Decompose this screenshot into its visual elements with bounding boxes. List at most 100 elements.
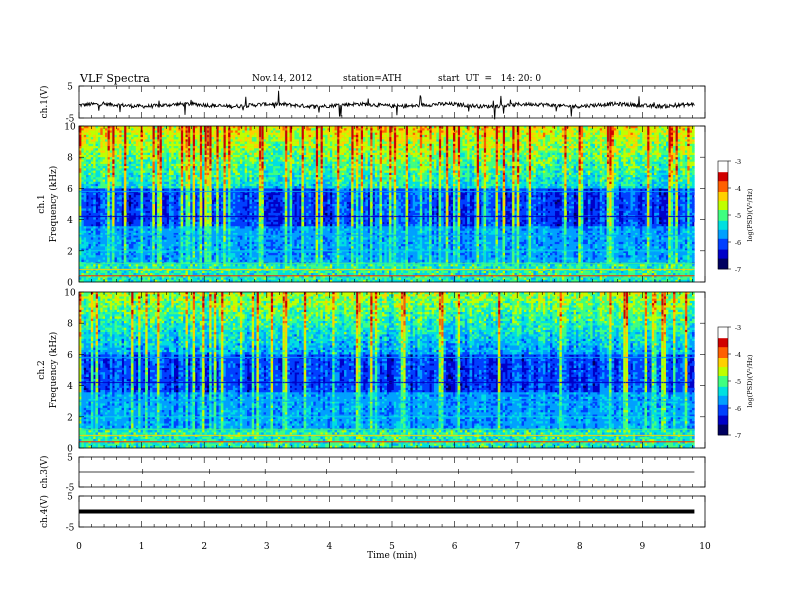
ch1-spectrogram-cell	[649, 126, 653, 129]
ch1-spectrogram-cell	[637, 157, 641, 160]
ch1-spectrogram-cell	[365, 154, 369, 158]
ch1-spectrogram-cell	[237, 148, 241, 151]
ch1-spectrogram-cell	[123, 132, 127, 136]
ch1-spectrogram-cell	[142, 126, 146, 129]
ch1-spectrogram-cell	[336, 148, 340, 151]
ch1-spectrogram-cell	[107, 126, 111, 129]
ch1-spectrogram-cell	[424, 146, 428, 149]
ch1-spectrogram-cell	[514, 126, 518, 129]
ch1-spectrogram-cell	[557, 143, 560, 147]
ch1-spectrogram-cell	[516, 150, 520, 154]
ch1-spectrogram-cell	[109, 166, 113, 169]
ch1-spectrogram-cell	[258, 139, 262, 142]
ch1-spectrogram-cell	[83, 134, 87, 138]
ch1-spectrogram-cell	[460, 139, 463, 142]
ch1-spectrogram-cell	[426, 157, 430, 160]
ch1-spectrogram-cell	[673, 143, 676, 147]
ch1-spectrogram-cell	[542, 152, 546, 156]
ch1-spectrogram-cell	[341, 128, 345, 131]
ch1-spectrogram-cell	[88, 159, 92, 162]
ch1-spectrogram-cell	[571, 157, 574, 160]
ch1-spectrogram-cell	[559, 148, 563, 151]
ch1-spectrogram-cell	[559, 157, 563, 160]
ch1-spectrogram-cell	[280, 139, 283, 142]
ch1-spectrogram-cell	[474, 148, 477, 151]
ch1-spectrogram-cell	[90, 134, 94, 138]
ch1-spectrogram-cell	[445, 148, 449, 151]
ch1-spectrogram-cell	[611, 159, 615, 162]
ch1-spectrogram-cell	[628, 154, 631, 158]
ch1-spectrogram-cell	[604, 128, 608, 131]
ch1-spectrogram-cell	[102, 139, 106, 142]
ch1-spectrogram-cell	[668, 150, 671, 154]
ch1-spectrogram-cell	[88, 152, 92, 156]
ch1-spectrogram-cell	[415, 157, 418, 160]
ch1-spectrogram-cell	[680, 150, 683, 154]
ch1-spectrogram-cell	[559, 134, 563, 138]
ch1-spectrogram-cell	[296, 152, 300, 156]
ch1-spectrogram-cell	[526, 166, 529, 169]
ch1-spectrogram-cell	[192, 154, 196, 158]
ch1-spectrogram-cell	[282, 166, 286, 169]
ch1-spectrogram-cell	[628, 146, 631, 149]
ch1-spectrogram-cell	[691, 157, 695, 160]
ch1-spectrogram-cell	[542, 134, 546, 138]
ch1-spectrogram-cell	[505, 126, 508, 129]
ch1-spectrogram-cell	[187, 152, 191, 156]
ch1-spectrogram-cell	[398, 146, 402, 149]
ch1-spectrogram-cell	[230, 132, 234, 136]
ch1-spectrogram-cell	[372, 139, 376, 142]
ch1-spectrogram-cell	[647, 130, 650, 133]
ch1-spectrogram-cell	[287, 134, 290, 138]
ch1-spectrogram-cell	[616, 150, 619, 154]
ch1-spectrogram-cell	[192, 146, 196, 149]
ch1-spectrogram-cell	[514, 159, 518, 162]
ch1-spectrogram-cell	[464, 137, 468, 140]
ch1-spectrogram-cell	[620, 163, 624, 167]
ch1-spectrogram-cell	[665, 141, 669, 145]
ch1-spectrogram-cell	[230, 134, 234, 138]
ch1-spectrogram-cell	[514, 152, 518, 156]
ch1-spectrogram-cell	[628, 157, 631, 160]
ch1-spectrogram-cell	[150, 148, 153, 151]
chart-title: VLF Spectra	[80, 72, 150, 85]
ch1-spectrogram-cell	[587, 139, 591, 142]
ch1-spectrogram-cell	[618, 157, 622, 160]
ch1-spectrogram-cell	[452, 152, 456, 156]
ch1-spectrogram-cell	[512, 152, 515, 156]
ch1-spectrogram-cell	[88, 137, 92, 140]
ch1-spectrogram-cell	[398, 143, 402, 147]
ch1-spectrogram-cell	[613, 134, 617, 138]
ch1-spectrogram-cell	[509, 132, 513, 136]
ch1-spectrogram-cell	[443, 166, 447, 169]
ch1-spectrogram-cell	[604, 161, 608, 165]
ch1-spectrogram-cell	[235, 132, 238, 136]
ch1-spectrogram-cell	[445, 137, 449, 140]
ch1-spectrogram-cell	[502, 130, 506, 133]
ch1-spectrogram-cell	[464, 166, 468, 169]
ch1-spectrogram-cell	[81, 137, 85, 140]
ch1-spectrogram-cell	[545, 152, 548, 156]
ch1-spectrogram-cell	[135, 148, 139, 151]
ch1-spectrogram-cell	[83, 143, 87, 147]
ch1-spectrogram-cell	[211, 134, 215, 138]
ch1-spectrogram-cell	[557, 152, 560, 156]
ch1-spectrogram-cell	[119, 141, 122, 145]
ch1-spectrogram-cell	[301, 150, 305, 154]
ch1-spectrogram-cell	[405, 166, 409, 169]
ch1-spectrogram-cell	[353, 130, 357, 133]
ch1-spectrogram-cell	[142, 163, 146, 167]
ch1-spectrogram-cell	[571, 126, 574, 129]
ch1-spectrogram-cell	[597, 141, 600, 145]
ch1-spectrogram-cell	[561, 128, 565, 131]
ch1-spectrogram-cell	[445, 132, 449, 136]
ch1-spectrogram-cell	[341, 126, 345, 129]
ch1-spectrogram-cell	[138, 139, 141, 142]
ch1-spectrogram-cell	[88, 154, 92, 158]
ch1-spectrogram-cell	[112, 141, 115, 145]
ch1-spectrogram-cell	[507, 139, 511, 142]
ch1-spectrogram-cell	[351, 157, 354, 160]
ch1-spectrogram-cell	[417, 148, 421, 151]
ch1-spectrogram-cell	[528, 139, 532, 142]
ch1-spectrogram-cell	[128, 166, 132, 169]
